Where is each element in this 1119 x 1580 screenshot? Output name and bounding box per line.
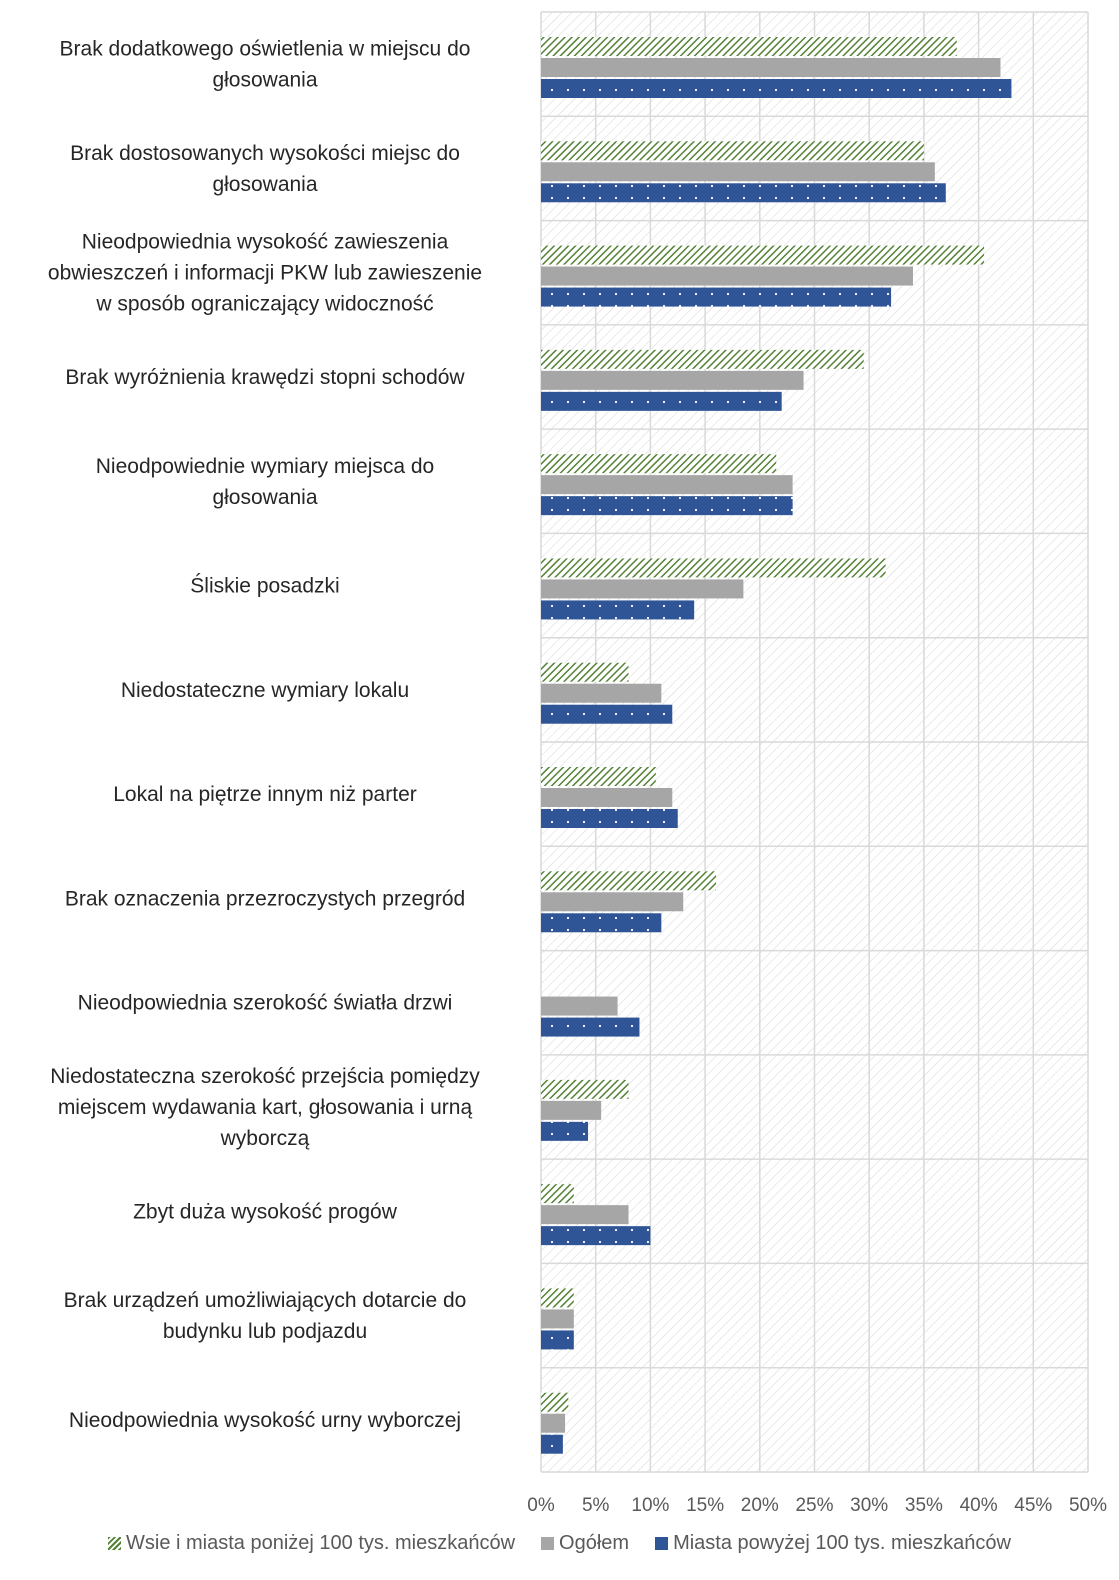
bar-rural [541,37,957,56]
bar-rural [541,871,717,891]
x-tick-label: 15% [686,1495,724,1516]
x-tick-label: 40% [960,1495,998,1516]
category-label: Nieodpowiednia wysokość zawieszenia obwie… [48,231,482,316]
category-label: Śliskie posadzki [190,574,339,598]
x-tick-label: 20% [741,1495,779,1516]
bar-cities [541,1017,640,1037]
bar-total [541,266,913,286]
bar-cities [541,704,673,724]
bar-cities [541,913,662,933]
legend-swatch-total [541,1537,555,1550]
bar-cities [541,1434,563,1454]
category-labels: Brak dodatkowego oświetlenia w miejscu d… [48,38,482,1432]
category-label: Brak dostosowanych wysokości miejsc do gł… [70,142,460,196]
legend-label-cities: Miasta powyżej 100 tys. mieszkańców [673,1532,1011,1554]
bar-total [541,579,744,599]
legend-item-rural: Wsie i miasta poniżej 100 tys. mieszkańc… [108,1532,515,1555]
bar-total [541,162,935,182]
category-label: Lokal na piętrze innym niż parter [113,783,417,806]
category-label: Brak urządzeń umożliwiających dotarcie d… [64,1289,467,1343]
x-tick-label: 45% [1014,1495,1052,1516]
category-label: Brak dodatkowego oświetlenia w miejscu d… [60,38,471,92]
legend-swatch-cities [655,1537,669,1550]
x-tick-label: 35% [905,1495,943,1516]
bar-total [541,683,662,703]
legend-swatch-rural [108,1537,121,1550]
category-label: Nieodpowiednia wysokość urny wyborczej [69,1409,461,1432]
bar-total [541,1205,629,1225]
bar-rural [541,1392,569,1412]
bar-total [541,58,1001,77]
category-label: Nieodpowiednie wymiary miejsca do głosowa… [96,455,434,509]
x-tick-label: 50% [1069,1495,1107,1516]
bar-total [541,892,684,912]
bar-cities [541,600,695,620]
bar-cities [541,1121,589,1141]
bar-rural [541,767,656,786]
x-axis-ticks: 0% 5% 10% 15% 20% 25% 30% 35% 40% 45% 50% [527,1495,1107,1516]
legend: Wsie i miasta poniżej 100 tys. mieszkańc… [0,1532,1119,1555]
bar-total [541,1100,602,1120]
category-label: Brak oznaczenia przezroczystych przegród [65,887,465,910]
bar-cities [541,79,1012,98]
bar-rural [541,141,924,161]
category-label: Zbyt duża wysokość progów [133,1200,398,1223]
bar-rural [541,1288,574,1308]
legend-label-total: Ogółem [559,1532,630,1554]
category-label: Niedostateczna szerokość przejścia pomię… [50,1065,480,1150]
bar-rural [541,454,777,474]
x-tick-label: 5% [582,1495,610,1516]
bar-total [541,1309,574,1329]
category-label: Brak wyróżnienia krawędzi stopni schodów [65,366,465,389]
bar-rural [541,662,629,682]
bar-rural [541,558,886,578]
bar-cities [541,496,793,516]
x-tick-label: 10% [631,1495,669,1516]
bar-total [541,1413,566,1433]
bar-cities [541,809,678,828]
bar-rural [541,1184,574,1204]
bar-total [541,788,673,807]
category-label: Nieodpowiednia szerokość światła drzwi [78,992,453,1015]
x-tick-label: 25% [795,1495,833,1516]
bar-rural [541,245,985,265]
bar-total [541,370,804,390]
bar-rural [541,1079,629,1099]
bar-cities [541,183,946,203]
bar-cities [541,391,782,411]
x-tick-label: 0% [527,1495,555,1516]
legend-item-total: Ogółem [541,1532,629,1555]
bar-cities [541,1330,574,1350]
bar-total [541,996,618,1016]
category-label: Niedostateczne wymiary lokalu [121,679,409,702]
bars [541,37,1012,1454]
bar-total [541,475,793,495]
bar-rural [541,349,864,369]
legend-label-rural: Wsie i miasta poniżej 100 tys. mieszkańc… [126,1532,516,1554]
bar-cities [541,287,892,307]
bar-cities [541,1226,651,1246]
legend-item-cities: Miasta powyżej 100 tys. mieszkańców [655,1532,1011,1555]
x-tick-label: 30% [850,1495,888,1516]
